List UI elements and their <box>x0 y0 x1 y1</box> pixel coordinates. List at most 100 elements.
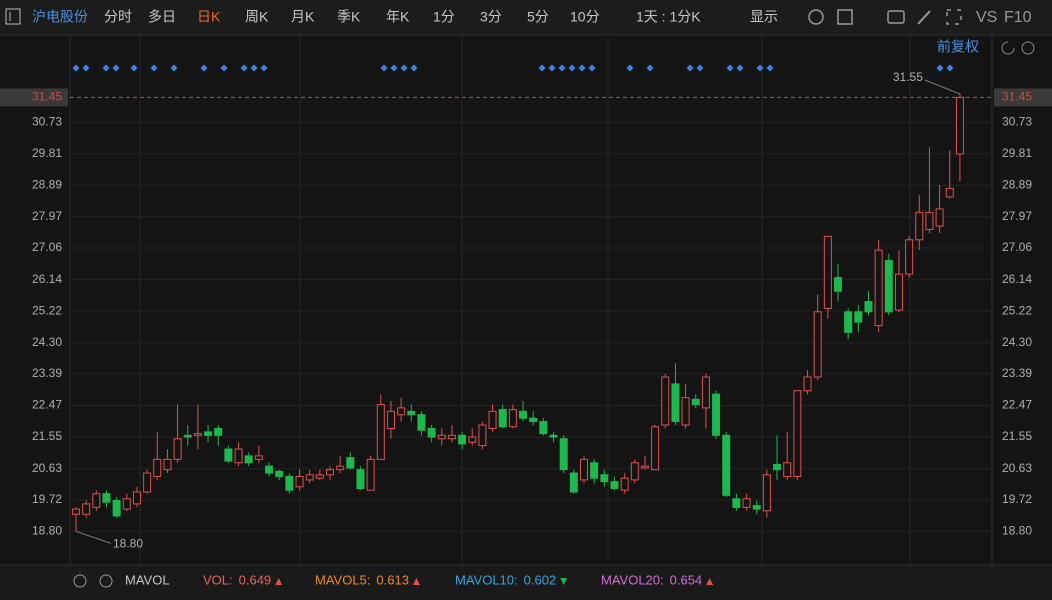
candle-body <box>326 469 334 476</box>
candle-body <box>610 481 619 490</box>
candle-body <box>336 465 345 471</box>
candle-body <box>285 475 294 491</box>
indicator-name[interactable]: MAVOL <box>125 572 170 587</box>
candle-body <box>386 410 395 429</box>
trend-arrow <box>706 578 714 585</box>
candle-body <box>163 458 172 471</box>
indicator-label: MAVOL10: <box>455 572 518 587</box>
y-tick-label: 25.22 <box>1002 303 1032 317</box>
signal-marker <box>220 64 228 72</box>
indicator-settings[interactable] <box>73 574 87 588</box>
candle-body <box>630 462 639 481</box>
range-select[interactable]: 1天 : 1分K <box>636 9 701 25</box>
y-tick-label: 27.97 <box>32 209 62 223</box>
candle-body <box>376 403 385 460</box>
candle-body <box>427 427 436 438</box>
pen-icon[interactable] <box>917 10 931 25</box>
y-tick-label: 21.55 <box>1002 429 1032 443</box>
display-menu[interactable]: 显示 <box>750 9 778 25</box>
stock-name[interactable]: 沪电股份 <box>32 9 88 25</box>
chart-bg <box>0 35 1052 565</box>
high-annotation: 31.55 <box>893 70 923 84</box>
y-tick-label: 30.73 <box>1002 114 1032 128</box>
signal-marker <box>260 64 268 72</box>
candle-body <box>315 474 324 479</box>
candle-body <box>143 472 152 493</box>
signal-marker <box>626 64 634 72</box>
signal-marker <box>150 64 158 72</box>
signal-marker <box>410 64 418 72</box>
y-tick-label: 28.89 <box>1002 177 1032 191</box>
signal-marker <box>82 64 90 72</box>
period-tab[interactable]: 日K <box>197 9 221 25</box>
candle-body <box>478 424 487 447</box>
low-annotation: 18.80 <box>113 537 143 551</box>
candle-body <box>600 474 609 483</box>
price-tag <box>0 88 68 107</box>
signal-marker <box>112 64 120 72</box>
y-tick-label: 28.89 <box>32 177 62 191</box>
y-tick-label: 24.30 <box>1002 335 1032 349</box>
period-tab[interactable]: 分时 <box>104 9 132 25</box>
candle-body <box>447 434 456 440</box>
vs-button[interactable]: VS <box>976 9 997 26</box>
candle-body <box>864 301 873 313</box>
price-label: 31.45 <box>1002 90 1032 104</box>
indicator-close[interactable] <box>99 574 113 588</box>
candle-body <box>234 448 243 464</box>
candle-body <box>569 472 578 493</box>
menu-icon[interactable] <box>5 8 21 25</box>
y-tick-label: 27.97 <box>1002 209 1032 223</box>
adjust-mode[interactable]: 前复权 <box>937 39 979 55</box>
period-tab[interactable]: 年K <box>386 9 410 25</box>
trend-arrow <box>275 578 283 585</box>
period-tab[interactable]: 多日 <box>148 9 176 25</box>
y-tick-label: 18.80 <box>32 524 62 538</box>
settings-icon[interactable] <box>808 9 824 25</box>
period-tab[interactable]: 1分 <box>433 9 455 25</box>
period-tab[interactable]: 5分 <box>527 9 549 25</box>
toolbar-bg <box>0 0 1052 35</box>
signal-marker <box>538 64 546 72</box>
price-tag <box>994 88 1052 107</box>
period-tab[interactable]: 月K <box>291 9 315 25</box>
y-tick-label: 20.63 <box>1002 461 1032 475</box>
candle-body <box>417 414 426 431</box>
reset-icon[interactable] <box>1001 41 1015 55</box>
candle-body <box>275 470 284 477</box>
indicator-value: 0.649 <box>239 572 272 587</box>
f10-button[interactable]: F10 <box>1004 9 1032 26</box>
candle-body <box>884 259 893 313</box>
signal-marker <box>390 64 398 72</box>
signal-marker <box>102 64 110 72</box>
box-icon[interactable] <box>837 9 853 25</box>
period-tab[interactable]: 10分 <box>570 9 600 25</box>
candle-body <box>488 410 497 429</box>
y-tick-label: 19.72 <box>1002 492 1032 506</box>
candle-body <box>671 383 680 423</box>
candle-body <box>590 462 599 479</box>
candle-body <box>346 457 355 469</box>
candle-body <box>204 431 213 436</box>
period-tab[interactable]: 季K <box>337 9 361 25</box>
indicator-value: 0.602 <box>524 572 557 587</box>
candle-body <box>254 455 263 460</box>
zoom-icon[interactable] <box>1021 41 1035 55</box>
candle-body <box>265 465 274 474</box>
candle-body <box>539 421 548 435</box>
period-tab[interactable]: 周K <box>245 9 269 25</box>
candle-body <box>549 434 558 438</box>
candle-body <box>894 273 903 311</box>
candle-body <box>437 434 446 440</box>
y-tick-label: 27.06 <box>1002 240 1032 254</box>
period-tab[interactable]: 3分 <box>480 9 502 25</box>
candle-body <box>722 434 731 496</box>
fullscreen-icon[interactable] <box>946 9 962 25</box>
signal-marker <box>686 64 694 72</box>
candle-body <box>305 474 314 481</box>
candle-body <box>844 311 853 333</box>
indicator-value: 0.654 <box>670 572 703 587</box>
candle-body <box>132 491 141 505</box>
camera-icon[interactable] <box>887 10 905 24</box>
signal-marker <box>936 64 944 72</box>
